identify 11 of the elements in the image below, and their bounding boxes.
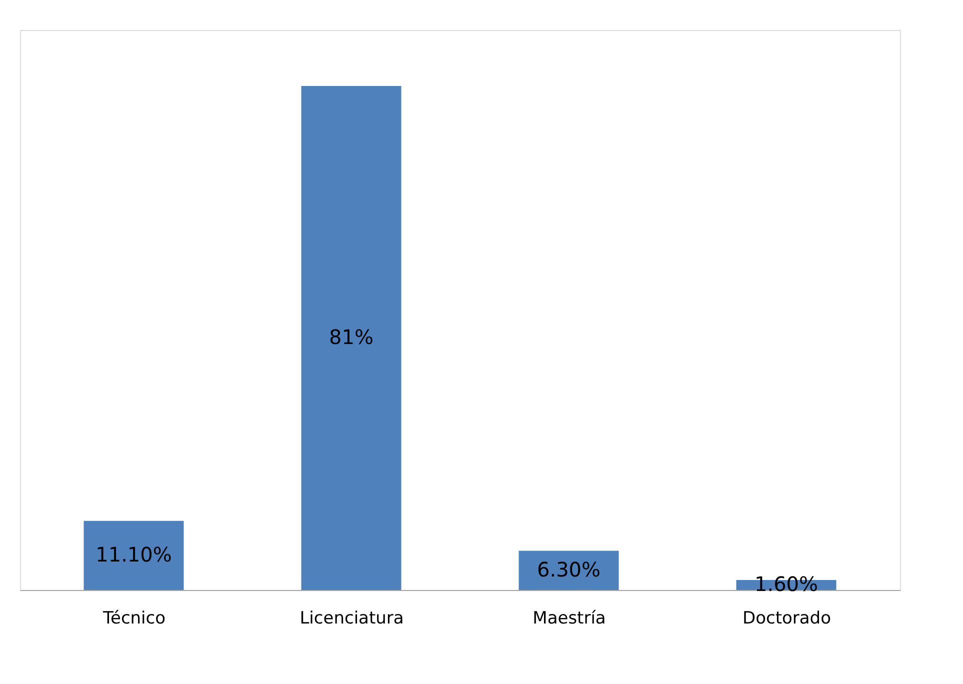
x-tick-label: Técnico bbox=[102, 608, 166, 628]
bar bbox=[84, 520, 184, 590]
data-label: 6.30% bbox=[536, 557, 601, 582]
x-tick-label: Licenciatura bbox=[300, 608, 404, 628]
data-label: 11.10% bbox=[96, 542, 172, 566]
x-tick-label: Doctorado bbox=[742, 608, 832, 628]
bar bbox=[518, 550, 619, 590]
data-label: 81% bbox=[329, 325, 374, 349]
data-label: 1.60% bbox=[754, 572, 818, 596]
bar bbox=[301, 86, 402, 590]
x-tick-label: Maestría bbox=[532, 608, 606, 628]
